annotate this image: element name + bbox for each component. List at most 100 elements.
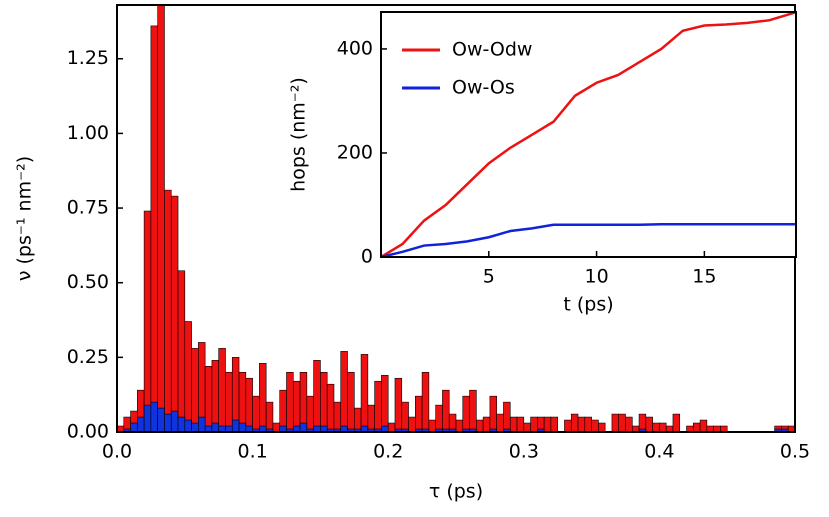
bar bbox=[421, 371, 430, 432]
bar bbox=[570, 413, 579, 432]
bar bbox=[482, 416, 491, 432]
bar bbox=[462, 395, 470, 432]
bar bbox=[157, 407, 165, 432]
bar bbox=[360, 354, 369, 432]
x-tick-label: 0.1 bbox=[237, 441, 267, 463]
y-tick-label: 1.25 bbox=[67, 47, 109, 69]
x-axis-label: t (ps) bbox=[563, 294, 613, 316]
bar bbox=[313, 360, 321, 432]
bar bbox=[394, 377, 403, 432]
bars bbox=[117, 5, 795, 432]
x-axis-label: τ (ps) bbox=[429, 481, 483, 503]
bar bbox=[238, 422, 247, 432]
x-tick-label: 0.0 bbox=[102, 441, 132, 463]
bar bbox=[177, 270, 186, 432]
bar bbox=[611, 413, 620, 432]
bar bbox=[259, 363, 267, 432]
bar bbox=[625, 416, 633, 432]
bar bbox=[150, 25, 158, 432]
bar bbox=[381, 374, 389, 432]
bar bbox=[198, 416, 206, 432]
x-tick-label: 15 bbox=[692, 266, 716, 288]
bar bbox=[231, 419, 240, 432]
bar bbox=[374, 380, 382, 432]
bar bbox=[184, 419, 192, 432]
bar bbox=[577, 416, 586, 432]
bar bbox=[272, 422, 281, 432]
inset-frame bbox=[380, 11, 797, 258]
bar bbox=[292, 380, 301, 432]
bar bbox=[320, 371, 328, 432]
bar bbox=[435, 404, 443, 432]
x-tick-label: 0.2 bbox=[373, 441, 403, 463]
bar bbox=[170, 410, 179, 432]
bar bbox=[489, 395, 497, 432]
bar bbox=[211, 422, 219, 432]
bar bbox=[645, 416, 653, 432]
bar bbox=[286, 371, 294, 432]
line bbox=[380, 222, 795, 259]
bar bbox=[408, 416, 416, 432]
y-tick-label: 0.00 bbox=[67, 421, 109, 443]
bar bbox=[598, 422, 606, 432]
bar bbox=[367, 404, 375, 432]
bar bbox=[326, 383, 335, 432]
bar bbox=[184, 321, 192, 432]
y-tick-label: 0.75 bbox=[67, 197, 109, 219]
bar bbox=[523, 422, 531, 432]
x-tick-label: 0.4 bbox=[644, 441, 674, 463]
bar bbox=[218, 348, 226, 432]
bar bbox=[211, 360, 219, 432]
legend-label: Ow-Os bbox=[452, 77, 515, 99]
bar bbox=[692, 422, 701, 432]
bar bbox=[442, 389, 450, 432]
bar bbox=[659, 422, 667, 432]
bar bbox=[143, 210, 152, 432]
legend-label: Ow-Odw bbox=[452, 39, 532, 61]
inset-background bbox=[381, 12, 796, 257]
bar bbox=[157, 5, 165, 432]
bar bbox=[170, 195, 179, 432]
y-tick-label: 0.25 bbox=[67, 346, 109, 368]
line bbox=[380, 11, 796, 259]
bar bbox=[381, 425, 389, 432]
bar bbox=[672, 413, 681, 432]
bar bbox=[591, 419, 599, 432]
x-tick-label: 5 bbox=[483, 266, 495, 288]
bar bbox=[469, 389, 477, 432]
bar bbox=[564, 419, 572, 432]
bar bbox=[476, 419, 484, 432]
bar bbox=[252, 395, 260, 432]
bar bbox=[130, 422, 138, 432]
bar bbox=[204, 366, 213, 432]
y-axis-label: hops (nm⁻²) bbox=[288, 77, 310, 192]
x-tick-label: 0.3 bbox=[509, 441, 539, 463]
bar bbox=[164, 413, 172, 432]
bar bbox=[584, 416, 592, 432]
bar bbox=[503, 401, 511, 432]
y-tick-label: 200 bbox=[337, 141, 373, 163]
bar bbox=[428, 419, 436, 432]
bar bbox=[191, 348, 199, 432]
bar bbox=[516, 416, 525, 432]
bar bbox=[177, 416, 186, 432]
bar bbox=[618, 413, 626, 432]
bar bbox=[652, 422, 660, 432]
bar bbox=[401, 401, 409, 432]
bar bbox=[347, 371, 355, 432]
x-tick-label: 10 bbox=[584, 266, 608, 288]
y-tick-label: 400 bbox=[337, 37, 373, 59]
y-tick-label: 0 bbox=[361, 246, 373, 268]
y-tick-label: 0.50 bbox=[67, 271, 109, 293]
bar bbox=[340, 351, 348, 432]
bar bbox=[265, 401, 274, 432]
bar bbox=[299, 422, 308, 432]
bar bbox=[496, 413, 504, 432]
bar bbox=[550, 416, 558, 432]
bar bbox=[150, 401, 158, 432]
bar bbox=[509, 416, 518, 432]
bar bbox=[137, 416, 145, 432]
y-axis-label: ν (ps⁻¹ nm⁻²) bbox=[14, 156, 36, 281]
bar bbox=[455, 419, 464, 432]
